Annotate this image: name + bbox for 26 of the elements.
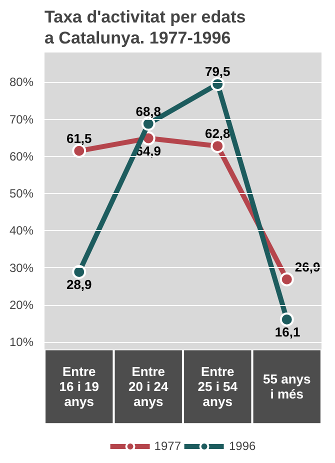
legend-label: 1996 [229,439,256,453]
y-tick-label: 40% [9,224,34,238]
y-tick-label: 20% [9,298,34,312]
point [280,312,294,326]
legend-label: 1977 [154,439,181,453]
point [280,272,294,286]
data-label: 62,8 [204,126,230,142]
point [72,264,86,279]
x-tick-label: Entre 25 i 54 anys [198,364,238,410]
x-tick-label: 55 anys i més [263,372,311,402]
data-label: 16,1 [274,324,300,340]
data-label: 61,5 [66,130,92,146]
point [210,139,225,154]
point [210,77,225,92]
y-tick-label: 30% [9,260,34,275]
y-tick-label: 80% [9,75,34,90]
x-tick-label: Entre 20 i 24 anys [128,364,170,410]
y-tick-label: 60% [9,149,34,164]
data-label: 68,8 [136,104,162,119]
data-label: 79,5 [204,64,230,80]
y-tick-label: 50% [9,186,34,201]
data-label: 28,9 [66,276,92,292]
y-tick-label: 10% [9,335,34,350]
chart-title: Taxa d'activitat per edats a Catalunya. 1977-1996 [44,8,246,48]
y-tick-label: 70% [9,112,34,126]
x-tick-label: Entre 16 i 19 anys [59,364,100,410]
